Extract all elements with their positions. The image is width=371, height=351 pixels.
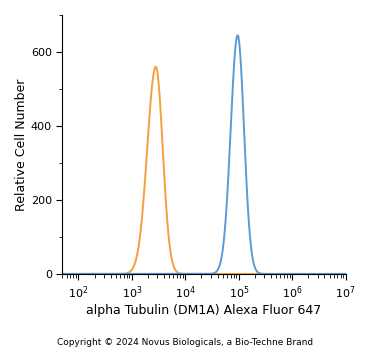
Text: Copyright © 2024 Novus Biologicals, a Bio-Techne Brand: Copyright © 2024 Novus Biologicals, a Bi… (58, 338, 313, 347)
X-axis label: alpha Tubulin (DM1A) Alexa Fluor 647: alpha Tubulin (DM1A) Alexa Fluor 647 (86, 304, 322, 317)
Y-axis label: Relative Cell Number: Relative Cell Number (15, 78, 28, 211)
